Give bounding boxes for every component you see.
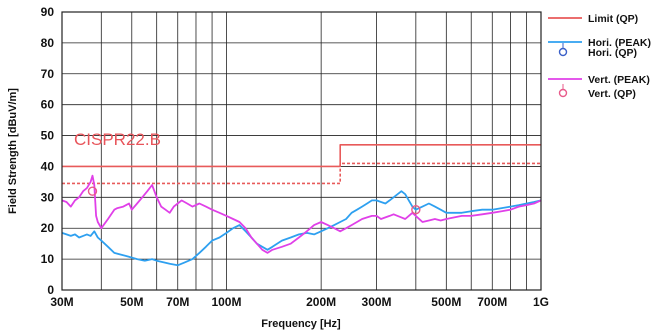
y-tick-label: 50: [41, 129, 55, 143]
plot-background: [62, 12, 541, 290]
series-line-vert-peak: [61, 174, 542, 254]
x-tick-label: 1G: [533, 295, 549, 309]
legend-label: Vert. (PEAK): [588, 74, 650, 86]
y-tick-label: 60: [41, 98, 55, 112]
legend-label: Limit (QP): [588, 13, 638, 25]
y-tick-label: 80: [41, 36, 55, 50]
cispr-annotation: CISPR22.B: [74, 130, 161, 149]
marker-layer: [87, 186, 421, 215]
x-tick-label: 30M: [50, 295, 73, 309]
x-tick-labels: 30M 50M 70M 100M 200M 300M 500M 700M 1G: [50, 295, 549, 309]
y-tick-label: 70: [41, 67, 55, 81]
x-tick-label: 700M: [477, 295, 507, 309]
y-axis-label: Field Strength [dBuV/m]: [7, 88, 19, 214]
x-tick-label: 300M: [362, 295, 392, 309]
x-tick-label: 50M: [120, 295, 143, 309]
x-axis-label: Frequency [Hz]: [261, 318, 341, 330]
y-tick-label: 0: [47, 283, 54, 297]
legend-swatch-marker: [558, 47, 568, 57]
qp-marker-vert-qp: [87, 186, 98, 196]
y-tick-label: 20: [41, 221, 55, 235]
y-tick-label: 90: [41, 5, 55, 19]
x-tick-label: 500M: [431, 295, 461, 309]
plot-frame: [61, 11, 542, 291]
legend-swatch-marker: [558, 88, 568, 98]
legend: Limit (QP) Hori. (PEAK)Hori. (QP) Vert. (P…: [548, 13, 651, 100]
series-layer: [61, 144, 542, 267]
qp-marker-vert-qp: [411, 204, 421, 215]
x-tick-label: 200M: [306, 295, 336, 309]
legend-label: Hori. (PEAK): [588, 37, 651, 49]
y-tick-label: 30: [41, 190, 55, 204]
legend-label: Hori. (QP): [588, 47, 637, 59]
y-tick-label: 10: [41, 252, 55, 266]
x-tick-label: 100M: [211, 295, 241, 309]
x-tick-label: 70M: [166, 295, 189, 309]
y-tick-labels: 0 10 20 30 40 50 60 70 80 90: [41, 5, 55, 297]
y-tick-label: 40: [41, 159, 55, 173]
legend-label: Vert. (QP): [588, 88, 636, 100]
series-line-hori-peak: [61, 190, 542, 267]
series-line-limit-qp: [62, 144, 541, 168]
